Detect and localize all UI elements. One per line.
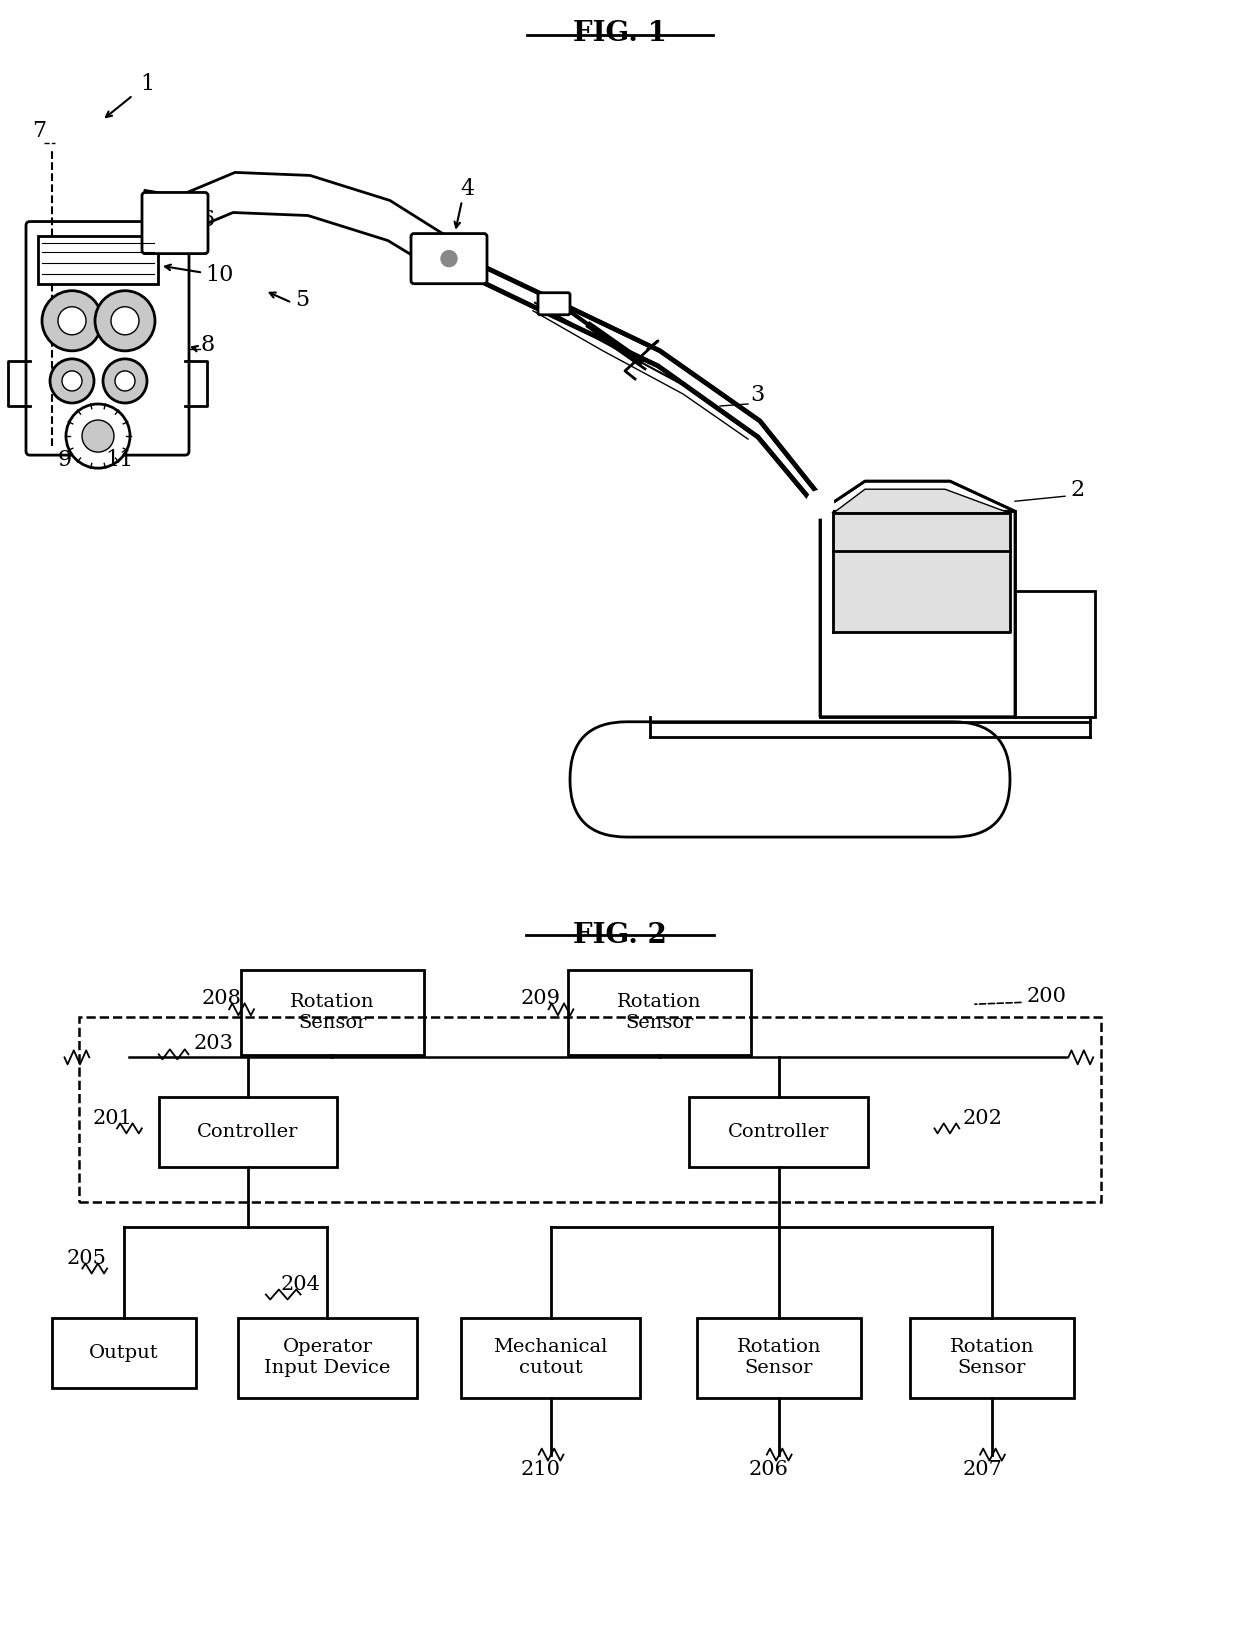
Text: 6: 6 <box>200 209 215 231</box>
FancyBboxPatch shape <box>38 236 157 283</box>
Text: Mechanical
cutout: Mechanical cutout <box>494 1337 608 1377</box>
Text: 11: 11 <box>105 450 133 471</box>
Circle shape <box>95 290 155 350</box>
Text: 207: 207 <box>962 1460 1002 1479</box>
Text: FIG. 2: FIG. 2 <box>573 922 667 950</box>
Circle shape <box>58 306 86 336</box>
Circle shape <box>103 358 148 402</box>
Polygon shape <box>820 481 1016 512</box>
Circle shape <box>42 290 102 350</box>
FancyBboxPatch shape <box>159 1098 337 1168</box>
Text: 3: 3 <box>750 384 764 406</box>
FancyBboxPatch shape <box>568 969 751 1056</box>
FancyBboxPatch shape <box>410 233 487 283</box>
FancyBboxPatch shape <box>241 969 424 1056</box>
Text: Output: Output <box>89 1344 159 1362</box>
Text: Rotation
Sensor: Rotation Sensor <box>290 994 374 1031</box>
Text: 7: 7 <box>32 121 46 142</box>
Text: 2: 2 <box>1070 479 1084 502</box>
FancyBboxPatch shape <box>697 1318 861 1398</box>
FancyBboxPatch shape <box>461 1318 640 1398</box>
FancyBboxPatch shape <box>820 512 1016 717</box>
Polygon shape <box>833 489 1011 513</box>
FancyBboxPatch shape <box>1016 591 1095 717</box>
Circle shape <box>112 306 139 336</box>
Circle shape <box>62 371 82 391</box>
Polygon shape <box>448 251 820 512</box>
FancyBboxPatch shape <box>238 1318 417 1398</box>
Text: 4: 4 <box>460 179 474 200</box>
FancyBboxPatch shape <box>143 192 208 254</box>
Text: Rotation
Sensor: Rotation Sensor <box>950 1337 1034 1377</box>
Text: FIG. 1: FIG. 1 <box>573 20 667 47</box>
Circle shape <box>82 420 114 453</box>
Text: Controller: Controller <box>197 1124 299 1142</box>
Circle shape <box>115 371 135 391</box>
Circle shape <box>66 404 130 468</box>
Text: 210: 210 <box>521 1460 560 1479</box>
FancyBboxPatch shape <box>538 293 570 314</box>
Text: 208: 208 <box>201 989 242 1008</box>
Text: 10: 10 <box>205 264 233 285</box>
Circle shape <box>50 358 94 402</box>
Text: Rotation
Sensor: Rotation Sensor <box>618 994 702 1031</box>
FancyBboxPatch shape <box>52 1318 196 1388</box>
Text: 202: 202 <box>962 1109 1002 1129</box>
Text: 200: 200 <box>1027 987 1066 1007</box>
Text: 203: 203 <box>193 1034 233 1054</box>
Text: 206: 206 <box>749 1460 789 1479</box>
Polygon shape <box>833 513 1011 632</box>
Text: Operator
Input Device: Operator Input Device <box>264 1337 391 1377</box>
Text: 8: 8 <box>200 334 215 355</box>
Text: 209: 209 <box>521 989 560 1008</box>
FancyBboxPatch shape <box>689 1098 868 1168</box>
Text: 1: 1 <box>140 73 154 94</box>
Text: 5: 5 <box>295 288 309 311</box>
Text: Rotation
Sensor: Rotation Sensor <box>737 1337 821 1377</box>
FancyBboxPatch shape <box>570 722 1011 837</box>
FancyBboxPatch shape <box>26 222 188 454</box>
Text: 201: 201 <box>92 1109 133 1129</box>
Polygon shape <box>179 173 449 277</box>
Text: 205: 205 <box>67 1249 107 1269</box>
Text: Controller: Controller <box>728 1124 830 1142</box>
Text: 204: 204 <box>280 1276 321 1295</box>
Circle shape <box>807 492 833 518</box>
FancyBboxPatch shape <box>910 1318 1074 1398</box>
Circle shape <box>441 251 458 267</box>
Text: 9: 9 <box>58 450 72 471</box>
